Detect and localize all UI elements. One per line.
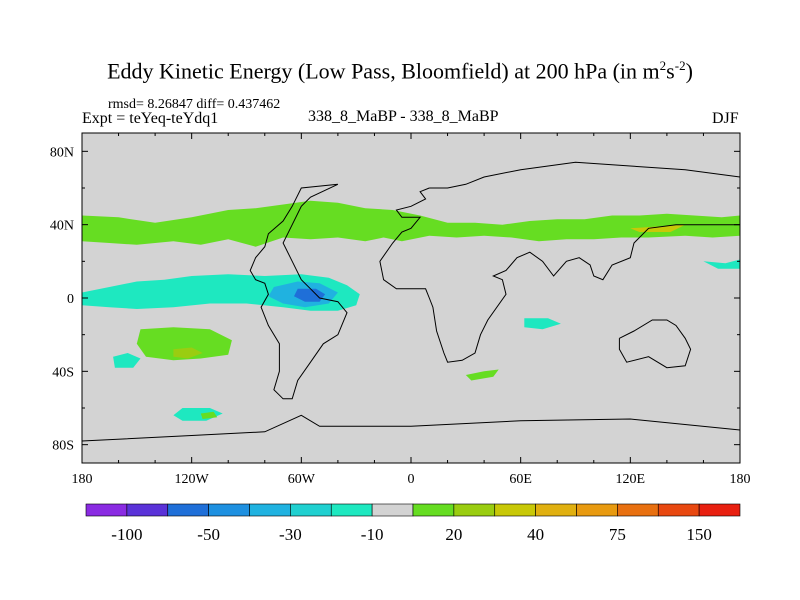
- chart-title-unit-exp2: -2: [674, 58, 686, 73]
- tropical-negative-center: [294, 288, 326, 302]
- colorbar-label: 75: [609, 525, 626, 544]
- nh-jet-positive-band: [82, 200, 740, 247]
- chart-title-unit-tail: ): [685, 58, 693, 84]
- y-tick-label: 40N: [50, 219, 74, 234]
- x-tick-label: 60E: [509, 472, 532, 487]
- x-tick-label: 120W: [175, 472, 210, 487]
- colorbar-swatch: [412, 503, 455, 517]
- chart-title-unit-exp1: 2: [659, 58, 667, 73]
- colorbar-swatch: [167, 503, 209, 517]
- y-tick-label: 0: [67, 292, 74, 307]
- south-pacific-positive-blob: [136, 327, 232, 361]
- axis-layer: 180 120W 60W 0 60E 120E 180 80N 40N 0 40S 80S: [50, 133, 751, 487]
- x-tick-label: 120E: [616, 472, 646, 487]
- y-tick-label: 80N: [50, 145, 74, 160]
- colorbar-swatch: [576, 503, 618, 517]
- africa-positive-blob: [465, 369, 499, 381]
- south-pacific-negative-blob: [113, 353, 141, 368]
- colorbar-label: 150: [686, 525, 712, 544]
- colorbar-swatch: [85, 503, 128, 517]
- colorbar-swatch: [494, 503, 536, 517]
- x-tick-label: 180: [72, 472, 93, 487]
- colorbar-swatch: [330, 503, 373, 517]
- chart-title: Eddy Kinetic Energy (Low Pass, Bloomfiel…: [0, 58, 800, 84]
- colorbar-label: -30: [279, 525, 302, 544]
- colorbar-swatch: [698, 503, 741, 517]
- colorbar-swatch: [126, 503, 169, 517]
- coastline-antarctica: [82, 414, 740, 463]
- season-label: DJF: [712, 110, 739, 127]
- y-tick-label: 40S: [52, 365, 74, 380]
- south-pacific-positive-core: [173, 347, 203, 359]
- colorbar-swatch: [208, 503, 250, 517]
- colorbar-swatch: [249, 503, 291, 517]
- colorbar-swatch: [535, 503, 577, 517]
- colorbar-swatch: [657, 503, 700, 517]
- colorbar-swatch: [453, 503, 496, 517]
- experiment-label: Expt = teYeq-teYdq1: [82, 110, 219, 127]
- x-tick-label: 0: [408, 472, 415, 487]
- colorbar-swatch: [371, 503, 414, 517]
- southern-ocean-positive-spot: [200, 411, 218, 419]
- colorbar-label: -100: [111, 525, 142, 544]
- coastline-layer: [82, 161, 740, 463]
- stats-label: rmsd= 8.26847 diff= 0.437462: [108, 97, 281, 112]
- contour-fill-layer: [82, 200, 740, 421]
- east-pacific-negative-blob: [703, 259, 740, 269]
- colorbar-label: -10: [361, 525, 384, 544]
- x-tick-label: 180: [730, 472, 751, 487]
- coastline-eurasia-africa: [379, 161, 740, 363]
- nh-positive-core: [630, 224, 686, 232]
- coastline-australia: [618, 319, 692, 369]
- chart-title-text: Eddy Kinetic Energy (Low Pass, Bloomfiel…: [107, 58, 660, 84]
- colorbar-label: 40: [527, 525, 544, 544]
- coastline-americas: [249, 183, 348, 400]
- chart-title-unit-mid: s: [666, 58, 675, 84]
- colorbar: -100 -50 -30 -10 20 40 75 150: [85, 503, 741, 544]
- x-tick-label: 60W: [288, 472, 316, 487]
- colorbar-label: -50: [197, 525, 220, 544]
- indian-ocean-negative-blob: [524, 318, 561, 330]
- colorbar-label: 20: [445, 525, 462, 544]
- comparison-label: 338_8_MaBP - 338_8_MaBP: [308, 108, 499, 125]
- colorbar-swatch: [290, 503, 332, 517]
- y-tick-label: 80S: [52, 439, 74, 454]
- colorbar-swatch: [617, 503, 659, 517]
